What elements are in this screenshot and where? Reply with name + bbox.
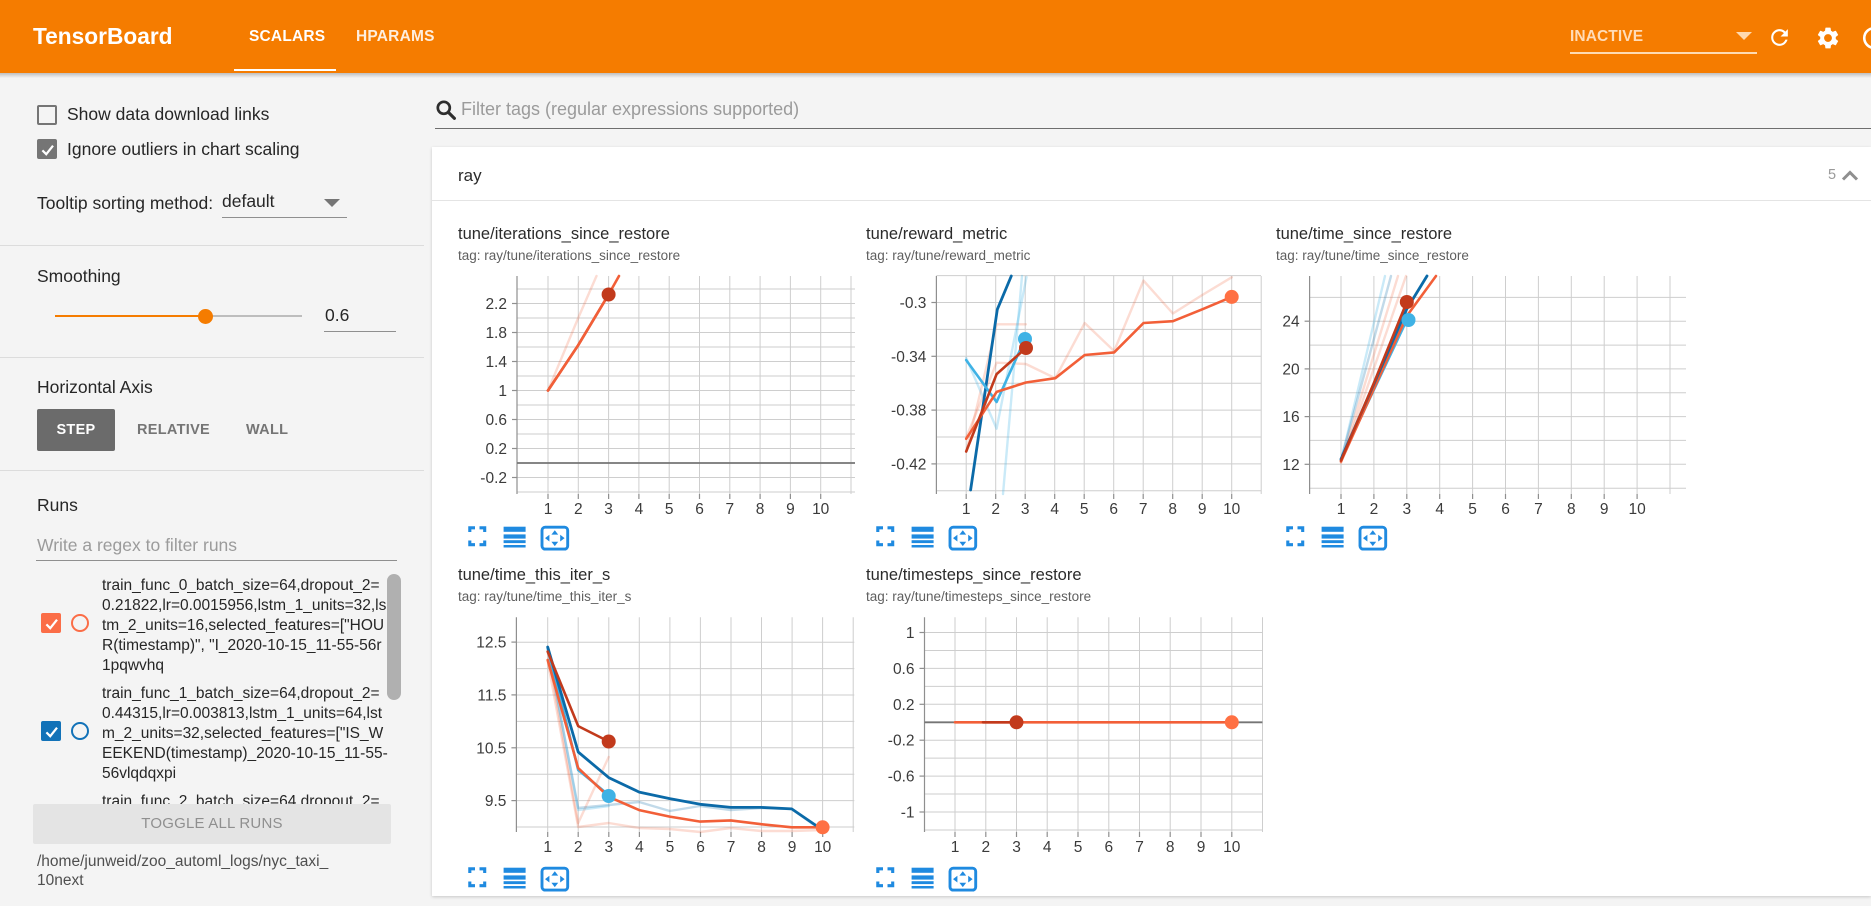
svg-text:9: 9 (788, 839, 797, 856)
svg-text:3: 3 (604, 501, 613, 518)
svg-text:10: 10 (812, 501, 830, 518)
svg-text:7: 7 (727, 839, 736, 856)
svg-text:5: 5 (666, 839, 675, 856)
svg-text:7: 7 (1534, 501, 1543, 518)
svg-text:9: 9 (786, 501, 795, 518)
svg-text:12.5: 12.5 (476, 635, 506, 652)
svg-text:6: 6 (696, 839, 705, 856)
svg-text:6: 6 (1109, 501, 1118, 518)
svg-text:4: 4 (1043, 839, 1052, 856)
svg-text:2: 2 (574, 839, 583, 856)
svg-text:0.6: 0.6 (893, 661, 915, 678)
svg-text:8: 8 (756, 501, 765, 518)
svg-text:-0.2: -0.2 (480, 470, 507, 487)
svg-text:1: 1 (498, 383, 507, 400)
svg-text:1.4: 1.4 (485, 354, 507, 371)
svg-text:8: 8 (1166, 839, 1175, 856)
svg-text:7: 7 (1135, 839, 1144, 856)
svg-text:1: 1 (544, 501, 553, 518)
svg-text:1: 1 (906, 625, 915, 642)
svg-text:12: 12 (1282, 457, 1299, 474)
svg-text:4: 4 (1050, 501, 1059, 518)
svg-text:2: 2 (574, 501, 583, 518)
svg-text:10: 10 (1223, 839, 1241, 856)
svg-text:9: 9 (1600, 501, 1609, 518)
svg-text:7: 7 (1139, 501, 1148, 518)
svg-text:1: 1 (1337, 501, 1346, 518)
svg-text:-0.34: -0.34 (891, 349, 927, 366)
svg-text:8: 8 (1168, 501, 1177, 518)
svg-text:1: 1 (543, 839, 552, 856)
svg-text:0.2: 0.2 (893, 697, 915, 714)
svg-text:5: 5 (1080, 501, 1089, 518)
svg-text:-0.3: -0.3 (900, 295, 927, 312)
svg-text:4: 4 (635, 501, 644, 518)
svg-text:3: 3 (1402, 501, 1411, 518)
svg-text:-0.42: -0.42 (891, 456, 926, 473)
svg-text:1.8: 1.8 (485, 325, 507, 342)
svg-text:10.5: 10.5 (476, 740, 506, 757)
svg-text:9: 9 (1197, 839, 1206, 856)
svg-text:2: 2 (1370, 501, 1379, 518)
svg-text:5: 5 (1468, 501, 1477, 518)
svg-text:10: 10 (814, 839, 832, 856)
svg-text:-1: -1 (901, 805, 915, 822)
svg-text:2.2: 2.2 (485, 296, 507, 313)
svg-text:-0.2: -0.2 (888, 733, 915, 750)
svg-text:6: 6 (695, 501, 704, 518)
svg-text:0.6: 0.6 (485, 412, 507, 429)
svg-text:6: 6 (1501, 501, 1510, 518)
svg-text:1: 1 (951, 839, 960, 856)
svg-text:3: 3 (1012, 839, 1021, 856)
svg-text:-0.38: -0.38 (891, 403, 926, 420)
svg-text:10: 10 (1628, 501, 1646, 518)
svg-text:24: 24 (1282, 314, 1300, 331)
svg-text:5: 5 (665, 501, 674, 518)
svg-text:7: 7 (725, 501, 734, 518)
svg-text:4: 4 (1435, 501, 1444, 518)
svg-text:3: 3 (604, 839, 613, 856)
svg-text:16: 16 (1282, 409, 1299, 426)
svg-text:8: 8 (1567, 501, 1576, 518)
svg-text:4: 4 (635, 839, 644, 856)
svg-text:9.5: 9.5 (485, 793, 507, 810)
svg-text:9: 9 (1198, 501, 1207, 518)
svg-text:6: 6 (1104, 839, 1113, 856)
svg-text:20: 20 (1282, 361, 1300, 378)
svg-text:2: 2 (981, 839, 990, 856)
svg-text:-0.6: -0.6 (888, 769, 915, 786)
svg-text:0.2: 0.2 (485, 441, 507, 458)
svg-text:8: 8 (757, 839, 766, 856)
svg-text:2: 2 (991, 501, 1000, 518)
svg-text:10: 10 (1223, 501, 1241, 518)
svg-text:1: 1 (962, 501, 971, 518)
svg-text:3: 3 (1021, 501, 1030, 518)
svg-text:5: 5 (1074, 839, 1083, 856)
svg-text:11.5: 11.5 (477, 687, 506, 704)
